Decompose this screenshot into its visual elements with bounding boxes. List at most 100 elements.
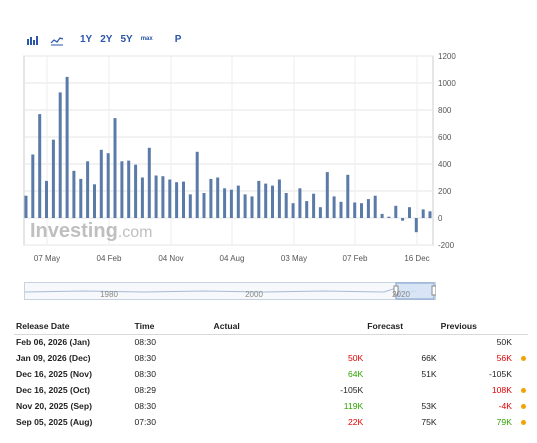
bar[interactable] <box>318 207 322 218</box>
bar[interactable] <box>264 183 268 218</box>
bar[interactable] <box>79 178 83 218</box>
bar[interactable] <box>38 114 42 218</box>
x-tick-label: 16 Dec <box>404 254 429 263</box>
navigator-year-label: 2020 <box>392 290 410 299</box>
bar[interactable] <box>325 172 329 218</box>
bar[interactable] <box>236 185 240 218</box>
bar[interactable] <box>209 178 213 218</box>
bar[interactable] <box>346 174 350 218</box>
bar[interactable] <box>250 196 254 218</box>
y-tick-label: -200 <box>438 241 455 250</box>
bar[interactable] <box>86 161 90 218</box>
actual-cell <box>212 334 366 350</box>
actual-cell: -105K <box>340 385 364 395</box>
header-time[interactable]: Time <box>132 318 212 335</box>
bar[interactable] <box>202 193 206 218</box>
bar-chart-icon[interactable] <box>26 33 40 45</box>
bar[interactable] <box>113 118 117 218</box>
actual-cell: 22K <box>347 417 364 427</box>
bar[interactable] <box>175 182 179 218</box>
bar[interactable] <box>127 160 131 218</box>
bar[interactable] <box>373 195 377 218</box>
bar[interactable] <box>277 179 281 219</box>
header-previous[interactable]: Previous <box>438 318 514 335</box>
previous-cell: 79K <box>496 417 512 427</box>
bar[interactable] <box>106 153 110 218</box>
bar[interactable] <box>31 154 35 219</box>
bar[interactable] <box>99 149 103 218</box>
forecast-cell: 51K <box>421 369 437 379</box>
navigator-graphic: 1980 2000 2020 <box>24 282 437 300</box>
y-tick-label: 1200 <box>438 52 456 61</box>
bar[interactable] <box>360 203 363 218</box>
bar[interactable] <box>394 205 398 218</box>
bar[interactable] <box>414 218 418 233</box>
bar[interactable] <box>284 193 288 218</box>
bar-chart: 1200 1000 800 600 400 200 0 -200 07 May 04 Feb 04 … <box>23 52 456 263</box>
x-tick-label: 03 May <box>281 254 307 263</box>
range-1y-button[interactable]: 1Y <box>80 33 93 45</box>
bar[interactable] <box>120 161 124 218</box>
bar[interactable] <box>51 139 55 218</box>
bar[interactable] <box>65 76 69 219</box>
bar[interactable] <box>188 194 192 218</box>
bar[interactable] <box>147 147 151 218</box>
navigator-right-handle[interactable] <box>431 285 437 296</box>
previous-cell: 50K <box>496 337 512 348</box>
previous-cell: 108K <box>491 385 512 395</box>
line-chart-icon[interactable] <box>50 33 64 46</box>
header-forecast[interactable]: Forecast <box>365 318 439 335</box>
header-actual[interactable]: Actual <box>211 318 366 335</box>
bar[interactable] <box>408 207 411 218</box>
bar[interactable] <box>387 216 391 218</box>
time-navigator[interactable]: 1980 2000 2020 <box>24 282 437 300</box>
revision-dot-icon <box>520 420 526 426</box>
header-release-date[interactable]: Release Date <box>14 318 133 335</box>
bar[interactable] <box>140 177 144 219</box>
actual-cell: 64K <box>347 369 364 379</box>
range-5y-button[interactable]: 5Y <box>120 33 133 45</box>
bar[interactable] <box>216 177 220 219</box>
bar[interactable] <box>93 184 96 219</box>
bar[interactable] <box>45 180 48 218</box>
bar[interactable] <box>353 202 357 219</box>
p-button[interactable]: P <box>174 33 182 45</box>
actual-cell: 50K <box>347 353 364 363</box>
previous-cell: -4K <box>498 401 512 411</box>
forecast-cell: 75K <box>421 417 437 427</box>
bar[interactable] <box>380 213 384 218</box>
bar[interactable] <box>195 151 199 218</box>
bar[interactable] <box>24 195 28 218</box>
bar[interactable] <box>223 188 227 218</box>
bar[interactable] <box>168 179 172 219</box>
bar[interactable] <box>421 209 425 218</box>
bar[interactable] <box>332 196 336 218</box>
bar[interactable] <box>182 181 185 218</box>
bar[interactable] <box>339 201 343 218</box>
bar[interactable] <box>58 92 62 218</box>
range-max-button[interactable]: max <box>140 36 153 42</box>
bar[interactable] <box>401 218 405 221</box>
range-2y-button[interactable]: 2Y <box>100 33 113 45</box>
bar[interactable] <box>298 188 302 218</box>
release-date-cell: Nov 20, 2025 (Sep) <box>16 401 92 411</box>
navigator-left-handle[interactable] <box>393 285 399 296</box>
x-tick-label: 04 Feb <box>97 254 122 263</box>
bar[interactable] <box>257 180 261 218</box>
bar[interactable] <box>154 175 158 219</box>
chart-area: 1200 1000 800 600 400 200 0 -200 07 May 04 Feb 04 … <box>0 50 537 270</box>
bar[interactable] <box>161 176 165 218</box>
forecast-cell <box>365 382 438 398</box>
bar[interactable] <box>229 189 233 218</box>
time-cell: 08:30 <box>134 369 156 379</box>
bar[interactable] <box>72 170 76 219</box>
bar[interactable] <box>312 193 316 218</box>
bar[interactable] <box>305 201 309 218</box>
bar[interactable] <box>243 194 247 218</box>
bar[interactable] <box>134 164 138 218</box>
bar[interactable] <box>271 185 274 218</box>
bar[interactable] <box>428 211 432 219</box>
bar[interactable] <box>291 203 295 218</box>
bar[interactable] <box>366 199 370 218</box>
revision-cell <box>514 366 528 382</box>
